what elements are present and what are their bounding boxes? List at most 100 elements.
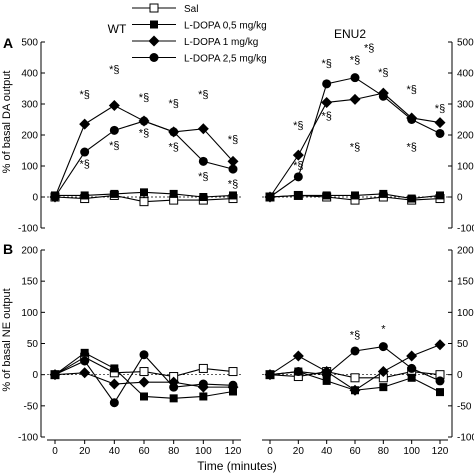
significance-label-enu2-a: *§ — [321, 58, 331, 70]
data-point-l-dopa-2-5-mg-kg-enu2-a — [378, 91, 388, 101]
data-point-sal-wt-b — [139, 367, 149, 377]
legend-marker-l-dopa-2-5-mg-kg — [149, 53, 159, 62]
data-point-l-dopa-2-5-mg-kg-wt-a — [80, 147, 90, 157]
data-point-sal-wt-a — [139, 197, 149, 207]
y-tick-label-left-a: -100 — [18, 224, 38, 235]
data-point-sal-wt-b — [228, 367, 238, 377]
panel-letter-a: A — [3, 35, 13, 51]
data-point-l-dopa-1-mg-kg-wt-a — [79, 118, 91, 130]
data-point-l-dopa-2-5-mg-kg-wt-b — [139, 350, 149, 360]
data-point-l-dopa-2-5-mg-kg-wt-b — [80, 356, 90, 366]
data-point-l-dopa-2-5-mg-kg-enu2-b — [435, 376, 445, 386]
y-tick-label-left-a: 0 — [32, 193, 38, 204]
data-point-l-dopa-0-5-mg-kg-enu2-b — [322, 376, 331, 385]
data-point-l-dopa-0-5-mg-kg-enu2-b — [407, 373, 416, 382]
y-tick-label-left-a: 200 — [21, 131, 38, 142]
y-tick-label-right-b: 100 — [457, 308, 474, 319]
panel-a-da-output: A WT ENU2 % of basal DA output -100 0 100 2… — [1, 22, 474, 235]
significance-label-enu2-a: *§ — [364, 42, 374, 54]
y-axis-label-da: % of basal DA output — [1, 71, 13, 174]
y-tick-label-right-b: -50 — [457, 401, 472, 412]
data-point-l-dopa-0-5-mg-kg-enu2-a — [379, 189, 388, 198]
data-point-l-dopa-1-mg-kg-enu2-b — [292, 350, 304, 362]
data-point-l-dopa-2-5-mg-kg-enu2-a — [350, 73, 360, 83]
data-point-l-dopa-0-5-mg-kg-wt-b — [110, 364, 119, 373]
data-point-l-dopa-2-5-mg-kg-enu2-a — [435, 128, 445, 138]
data-point-l-dopa-0-5-mg-kg-wt-a — [169, 189, 178, 198]
y-tick-label-right-b: 50 — [457, 339, 469, 350]
data-point-l-dopa-1-mg-kg-enu2-b — [406, 350, 418, 362]
data-point-l-dopa-0-5-mg-kg-wt-a — [199, 193, 208, 201]
significance-label-enu2-a: *§ — [321, 111, 331, 123]
data-point-l-dopa-1-mg-kg-wt-a — [227, 155, 239, 167]
group-label-enu2: ENU2 — [334, 27, 366, 41]
y-tick-label-right-a: -100 — [457, 224, 474, 235]
data-point-l-dopa-1-mg-kg-enu2-a — [434, 117, 446, 129]
data-point-l-dopa-2-5-mg-kg-wt-b — [169, 382, 179, 392]
y-tick-label-left-a: 500 — [21, 38, 38, 49]
y-tick-label-left-a: 300 — [21, 100, 38, 111]
data-point-l-dopa-0-5-mg-kg-enu2-b — [436, 388, 444, 397]
x-axis-label: Time (minutes) — [197, 459, 277, 473]
data-point-l-dopa-1-mg-kg-enu2-b — [434, 339, 446, 351]
data-point-l-dopa-2-5-mg-kg-enu2-b — [265, 370, 275, 380]
y-tick-label-right-b: 150 — [457, 277, 474, 288]
y-tick-label-right-a: 0 — [457, 193, 463, 204]
data-point-l-dopa-0-5-mg-kg-enu2-a — [351, 191, 359, 200]
significance-label-wt-a: *§ — [198, 171, 208, 183]
significance-label-enu2-a: *§ — [435, 103, 445, 115]
significance-label-enu2-a: *§ — [378, 67, 388, 79]
significance-label-wt-a: *§ — [168, 98, 178, 110]
data-point-l-dopa-2-5-mg-kg-enu2-a — [293, 172, 303, 182]
significance-label-enu2-a: *§ — [293, 160, 303, 172]
data-point-l-dopa-1-mg-kg-wt-b — [79, 367, 91, 379]
x-tick-label-wt-b: 0 — [52, 446, 58, 457]
y-tick-label-left-a: 100 — [21, 162, 38, 173]
significance-label-enu2-a: *§ — [350, 142, 360, 154]
significance-label-enu2-b: * — [381, 323, 386, 335]
y-tick-label-left-b: 100 — [21, 308, 38, 319]
data-point-l-dopa-2-5-mg-kg-wt-b — [228, 380, 238, 390]
y-tick-label-left-b: 150 — [21, 277, 38, 288]
legend-label-l-dopa-2-5-mg-kg: L-DOPA 2,5 mg/kg — [184, 54, 267, 65]
significance-label-wt-a: *§ — [198, 89, 208, 101]
y-tick-label-right-a: 500 — [457, 38, 474, 49]
data-point-l-dopa-1-mg-kg-enu2-b — [377, 366, 389, 378]
significance-label-wt-a: *§ — [109, 64, 119, 76]
data-point-l-dopa-1-mg-kg-enu2-a — [292, 149, 304, 161]
x-tick-label-wt-b: 80 — [168, 446, 180, 457]
data-point-l-dopa-2-5-mg-kg-enu2-a — [407, 115, 417, 124]
y-tick-label-left-b: -100 — [18, 433, 38, 444]
y-tick-label-right-a: 200 — [457, 131, 474, 142]
significance-label-wt-a: *§ — [139, 92, 149, 104]
y-tick-label-right-a: 400 — [457, 69, 474, 80]
y-tick-label-left-b: 50 — [27, 339, 39, 350]
data-point-l-dopa-0-5-mg-kg-enu2-a — [436, 191, 444, 200]
data-point-l-dopa-2-5-mg-kg-wt-a — [198, 156, 208, 166]
data-point-l-dopa-2-5-mg-kg-wt-a — [50, 192, 60, 202]
x-tick-label-wt-b: 120 — [225, 446, 242, 457]
significance-label-wt-a: *§ — [228, 179, 238, 191]
data-point-l-dopa-1-mg-kg-enu2-b — [349, 384, 361, 396]
data-point-l-dopa-2-5-mg-kg-wt-b — [50, 370, 60, 380]
data-point-l-dopa-0-5-mg-kg-enu2-a — [322, 191, 331, 200]
legend-marker-l-dopa-0-5-mg-kg — [150, 20, 158, 29]
significance-label-wt-a: *§ — [139, 128, 149, 140]
y-tick-label-left-b: 200 — [21, 246, 38, 257]
data-point-l-dopa-0-5-mg-kg-wt-b — [140, 392, 148, 401]
data-point-l-dopa-2-5-mg-kg-wt-a — [169, 127, 179, 137]
significance-label-wt-a: *§ — [109, 140, 119, 152]
y-tick-label-right-b: 0 — [457, 370, 463, 381]
y-tick-label-left-b: -50 — [24, 401, 39, 412]
significance-label-enu2-a: *§ — [293, 120, 303, 132]
significance-label-wt-a: *§ — [79, 89, 89, 101]
significance-label-enu2-a: *§ — [406, 142, 416, 154]
data-point-l-dopa-0-5-mg-kg-enu2-b — [379, 383, 388, 392]
data-point-sal-wt-b — [198, 363, 208, 373]
y-tick-label-right-b: 200 — [457, 246, 474, 257]
x-tick-label-wt-b: 100 — [195, 446, 212, 457]
y-tick-label-right-a: 100 — [457, 162, 474, 173]
data-point-l-dopa-1-mg-kg-wt-a — [197, 123, 209, 135]
legend-label-l-dopa-0-5-mg-kg: L-DOPA 0,5 mg/kg — [184, 21, 267, 32]
legend-marker-l-dopa-1-mg-kg — [148, 35, 160, 47]
